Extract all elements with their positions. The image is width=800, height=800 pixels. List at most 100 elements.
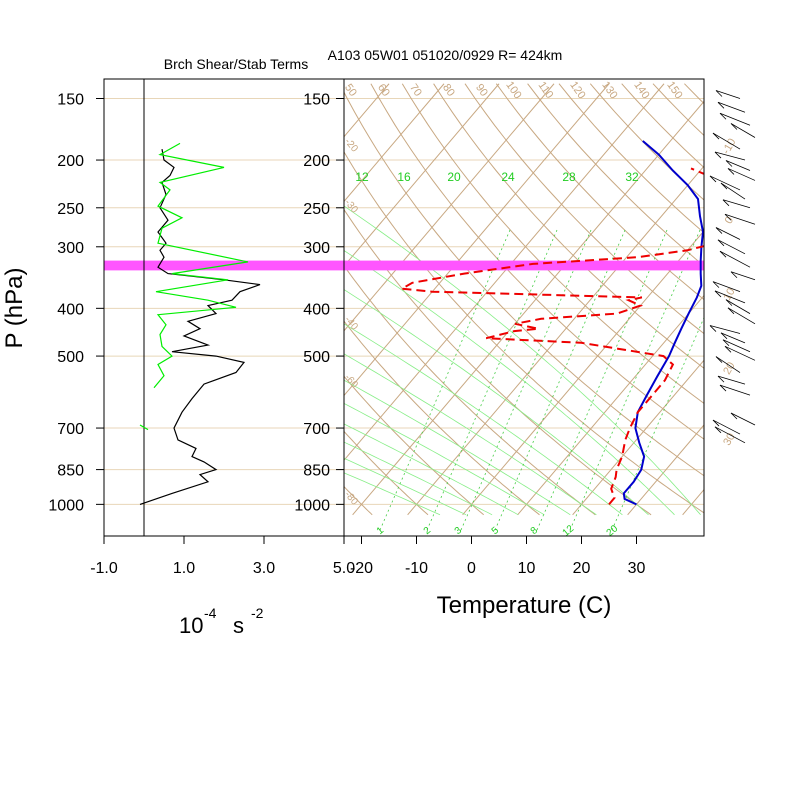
wind-barb-staff [719,250,751,268]
wind-barb-flag [714,151,722,159]
isotherm-label: 50 [342,82,359,99]
mixing-ratio-label-bottom: 5 [490,525,502,537]
wind-barb-flag [720,182,728,190]
wind-barb-flag [722,339,730,347]
left-y-ticks: 150 200 250 300 400 500 700 850 1000 [48,92,104,514]
wind-barb-flag [709,175,717,183]
wind-barb-flag [730,123,738,130]
wind-barb-flag [714,426,722,434]
dry-adiabat [433,83,704,369]
mixing-ratio-label-top: 32 [625,170,639,184]
wind-barb-staff [717,239,746,255]
isotherm [407,165,704,516]
wind-barb-flag [719,384,727,392]
left-x-ticks: -1.0 1.0 3.0 5.0 [90,536,355,577]
isotherm [344,83,665,462]
wind-barb-staff [709,175,741,191]
left-x-tick-label: -1.0 [90,560,118,577]
dry-adiabat-label-right: 30 [721,431,738,448]
wind-barb-staff [730,123,756,138]
wind-barb-flag [730,271,738,279]
right-x-tick-label: 10 [518,560,536,577]
mixing-ratio-label-bottom: 1 [375,525,387,537]
wind-barb-flag [717,239,725,247]
left-y-tick-label: 200 [57,153,84,170]
isotherm-label: 150 [664,79,684,101]
dry-adiabat [401,83,704,404]
dry-adiabat-label-left: -60 [342,372,360,390]
wind-barb-staff [720,332,746,344]
wind-barb-flag [727,168,735,175]
wind-barb-staff [725,160,751,171]
dry-adiabat [527,83,704,267]
dry-adiabat [344,320,540,516]
profile-dewpoint [398,167,704,506]
left-y-tick-label: 400 [57,301,84,318]
moist-adiabat [344,289,649,516]
wind-barb-flag [730,412,738,420]
dry-adiabat [344,208,652,516]
wind-barb-staff [712,419,741,435]
isotherm [627,424,704,516]
right-y-tick-label: 300 [303,240,330,257]
isotherm [462,230,704,516]
left-series [139,142,261,505]
wind-barb-staff [717,375,746,385]
mixing-ratio-label-top: 24 [501,170,515,184]
left-y-tick-label: 850 [57,463,84,480]
wind-barb-staff [715,227,741,240]
dry-adiabat-label-left: -80 [342,489,360,507]
left-series-line-0 [139,148,261,505]
wind-barb-staff [719,112,751,126]
left-y-tick-label: 300 [57,240,84,257]
isotherm [344,83,445,203]
right-y-tick-label: 700 [303,421,330,438]
wind-barb-flag [717,375,725,383]
left-x-tick-label: 5.0 [333,560,355,577]
wind-barb-staff [730,412,756,426]
wind-barb-flag [709,325,717,332]
dry-adiabat [344,375,485,516]
mixing-ratio-label-bottom: 2 [422,525,434,537]
moist-adiabat [344,205,701,516]
left-x-axis-label: 10 -4 s -2 [179,605,264,638]
dry-adiabat [778,84,800,515]
moist-adiabat [344,457,467,516]
left-xlabel-exp: -4 [204,605,217,621]
left-series-line-1 [153,142,249,389]
dry-adiabat [344,150,704,514]
isotherm [572,359,704,516]
wind-barb-flag [725,160,733,167]
isotherm-label: 70 [407,82,424,99]
mixing-ratio-line [460,229,592,531]
dry-adiabat [684,83,704,105]
right-y-tick-label: 200 [303,153,330,170]
left-y-tick-label: 500 [57,349,84,366]
wind-barb-flag [715,356,723,363]
mixing-ratio-line [494,229,626,531]
wind-barb-staff [724,213,756,225]
right-y-tick-label: 150 [303,92,330,109]
left-series-line-2 [139,424,149,431]
isotherm [0,84,334,515]
wind-barb-flag [712,419,720,427]
wind-barb-staff [719,384,751,396]
wind-barb-staff [725,299,751,314]
wind-barb-staff [714,426,746,444]
dry-adiabat [344,91,704,477]
left-y-tick-label: 700 [57,421,84,438]
dry-adiabat [344,485,373,516]
wind-barb-staff [715,90,741,99]
wind-barb-flag [714,290,722,298]
isotherm [0,84,279,515]
mixing-ratio-line [569,229,701,531]
wind-barb-staff [727,307,756,325]
wind-barb-staff [722,199,751,209]
left-xlabel-base: 10 [179,613,203,638]
wind-barb-staff [722,339,751,353]
isotherm [344,83,555,332]
wind-barb-staff [714,151,746,161]
isotherm [793,84,800,515]
dry-adiabat [370,83,704,440]
wind-barb-flag [722,199,730,207]
